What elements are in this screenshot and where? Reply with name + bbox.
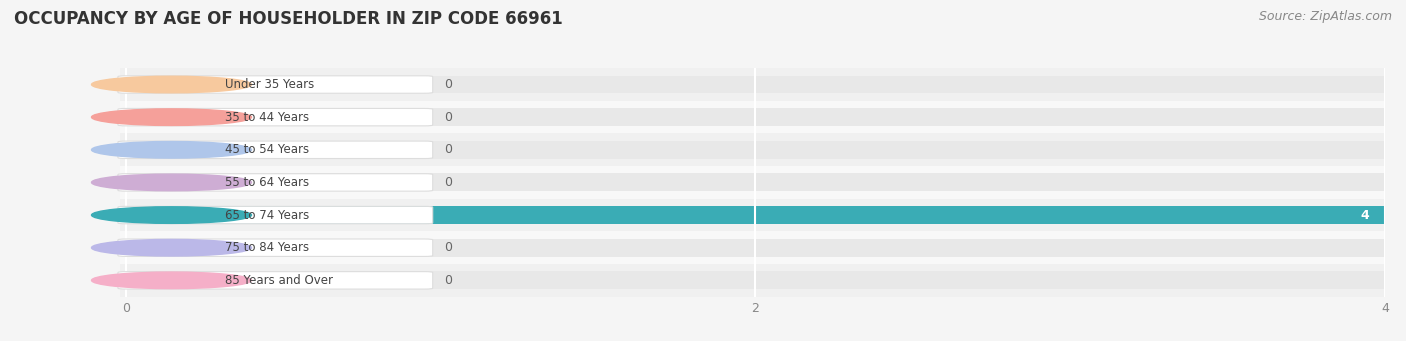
Circle shape	[91, 239, 252, 256]
Text: 0: 0	[444, 78, 451, 91]
Bar	[120, 68, 1385, 101]
Bar	[125, 141, 1385, 159]
Circle shape	[91, 142, 252, 158]
Text: 75 to 84 Years: 75 to 84 Years	[225, 241, 309, 254]
Bar	[120, 199, 1385, 232]
FancyBboxPatch shape	[118, 206, 433, 224]
Bar	[120, 232, 1385, 264]
Text: 0: 0	[444, 241, 451, 254]
Text: 35 to 44 Years: 35 to 44 Years	[225, 111, 309, 124]
Text: 0: 0	[444, 143, 451, 156]
Circle shape	[91, 109, 252, 125]
FancyBboxPatch shape	[118, 239, 433, 256]
FancyBboxPatch shape	[118, 272, 433, 289]
Text: 4: 4	[1361, 209, 1369, 222]
Text: 0: 0	[444, 111, 451, 124]
Bar	[125, 239, 1385, 257]
Bar	[125, 206, 1385, 224]
Bar	[120, 101, 1385, 133]
Text: 65 to 74 Years: 65 to 74 Years	[225, 209, 309, 222]
Bar	[120, 166, 1385, 199]
Bar	[125, 271, 1385, 289]
Circle shape	[91, 76, 252, 93]
Bar	[125, 108, 1385, 126]
Text: OCCUPANCY BY AGE OF HOUSEHOLDER IN ZIP CODE 66961: OCCUPANCY BY AGE OF HOUSEHOLDER IN ZIP C…	[14, 10, 562, 28]
Text: 0: 0	[444, 274, 451, 287]
Text: 45 to 54 Years: 45 to 54 Years	[225, 143, 309, 156]
Bar	[125, 206, 1385, 224]
Circle shape	[91, 207, 252, 223]
Circle shape	[91, 174, 252, 191]
Bar	[120, 133, 1385, 166]
Text: Under 35 Years: Under 35 Years	[225, 78, 314, 91]
Bar	[125, 174, 1385, 191]
Bar	[120, 264, 1385, 297]
Circle shape	[91, 272, 252, 288]
Text: 85 Years and Over: 85 Years and Over	[225, 274, 333, 287]
FancyBboxPatch shape	[118, 141, 433, 159]
FancyBboxPatch shape	[118, 174, 433, 191]
FancyBboxPatch shape	[118, 108, 433, 126]
Text: 55 to 64 Years: 55 to 64 Years	[225, 176, 309, 189]
Bar	[125, 76, 1385, 93]
Text: 0: 0	[444, 176, 451, 189]
Text: Source: ZipAtlas.com: Source: ZipAtlas.com	[1258, 10, 1392, 23]
FancyBboxPatch shape	[118, 76, 433, 93]
